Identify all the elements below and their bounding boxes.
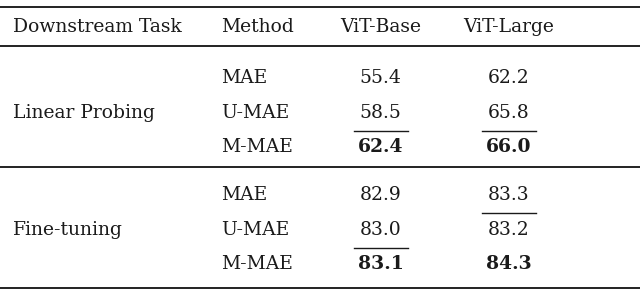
- Text: U-MAE: U-MAE: [221, 221, 289, 239]
- Text: MAE: MAE: [221, 69, 267, 87]
- Text: 84.3: 84.3: [486, 255, 532, 273]
- Text: ViT-Base: ViT-Base: [340, 18, 421, 36]
- Text: 66.0: 66.0: [486, 138, 532, 156]
- Text: Fine-tuning: Fine-tuning: [13, 221, 123, 239]
- Text: 62.4: 62.4: [358, 138, 404, 156]
- Text: 83.2: 83.2: [488, 221, 530, 239]
- Text: 55.4: 55.4: [360, 69, 402, 87]
- Text: Method: Method: [221, 18, 294, 36]
- Text: MAE: MAE: [221, 186, 267, 204]
- Text: ViT-Large: ViT-Large: [463, 18, 554, 36]
- Text: 83.3: 83.3: [488, 186, 530, 204]
- Text: 65.8: 65.8: [488, 104, 530, 122]
- Text: 83.0: 83.0: [360, 221, 402, 239]
- Text: 58.5: 58.5: [360, 104, 402, 122]
- Text: 82.9: 82.9: [360, 186, 402, 204]
- Text: Linear Probing: Linear Probing: [13, 103, 155, 122]
- Text: M-MAE: M-MAE: [221, 138, 292, 156]
- Text: 83.1: 83.1: [358, 255, 404, 273]
- Text: Downstream Task: Downstream Task: [13, 18, 182, 36]
- Text: U-MAE: U-MAE: [221, 104, 289, 122]
- Text: 62.2: 62.2: [488, 69, 530, 87]
- Text: M-MAE: M-MAE: [221, 255, 292, 273]
